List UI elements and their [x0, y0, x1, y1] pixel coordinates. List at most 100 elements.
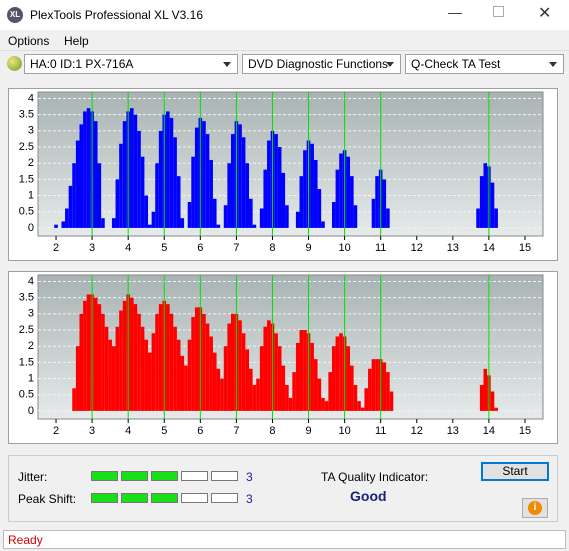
y-tick-label: 3 [28, 308, 34, 320]
bar [252, 224, 257, 228]
bar [133, 304, 138, 411]
bar [371, 198, 376, 228]
y-tick-label: 1 [28, 189, 34, 201]
bar [137, 313, 141, 411]
y-tick-label: 2 [28, 340, 34, 352]
x-tick-label: 4 [125, 425, 131, 437]
start-button[interactable]: Start [481, 462, 549, 481]
meter-segment [181, 493, 208, 503]
bar [144, 195, 149, 228]
bar [267, 140, 271, 228]
bar [169, 313, 174, 411]
peak-shift-label: Peak Shift: [18, 492, 77, 506]
bar [328, 372, 332, 411]
bar [205, 134, 210, 228]
bar [220, 378, 224, 411]
meter-segment [91, 471, 118, 481]
y-tick-label: 1.5 [19, 173, 34, 185]
bar [339, 333, 343, 411]
x-tick-label: 14 [483, 242, 495, 254]
quality-label: TA Quality Indicator: [321, 470, 429, 484]
window-title: PlexTools Professional XL V3.16 [30, 8, 203, 22]
bar [494, 407, 498, 411]
bar [299, 176, 304, 228]
status-text: Ready [8, 533, 43, 547]
meter-segment [181, 471, 208, 481]
bar [137, 130, 141, 228]
bar [176, 339, 181, 411]
bar [115, 179, 120, 228]
bar [223, 346, 228, 411]
bar [331, 346, 336, 411]
bar [180, 355, 185, 411]
x-tick-label: 2 [53, 425, 59, 437]
bar [317, 189, 322, 228]
bar [144, 339, 149, 411]
bar [346, 346, 351, 411]
bar [212, 198, 217, 228]
bar [209, 336, 213, 411]
jitter-label: Jitter: [18, 470, 48, 484]
x-tick-label: 12 [411, 242, 423, 254]
bar [202, 121, 206, 228]
bar [216, 224, 221, 228]
bar [360, 407, 365, 411]
bar [111, 218, 116, 228]
x-tick-label: 6 [197, 242, 203, 254]
bar [166, 111, 170, 228]
bar [241, 137, 246, 228]
bar [353, 205, 358, 228]
bar [93, 121, 98, 228]
x-tick-label: 10 [338, 425, 350, 437]
y-tick-label: 3.5 [19, 292, 34, 304]
test-select[interactable]: Q-Check TA Test [405, 54, 564, 74]
bar [331, 202, 336, 228]
bar [490, 391, 495, 411]
bar [479, 176, 484, 228]
bar [386, 372, 390, 411]
peak-shift-chart: 0 0.5 1 1.5 2 2.5 3 3.5 4 2 3 4 5 6 7 8 9 10 11 12 13 14 15 [19, 274, 544, 437]
meter-segment [211, 471, 238, 481]
x-tick-label: 9 [305, 425, 311, 437]
bar [313, 359, 318, 411]
x-tick-label: 10 [338, 242, 350, 254]
bar [281, 365, 286, 411]
bar [285, 385, 289, 411]
close[interactable]: ✕ [538, 5, 552, 22]
info-button[interactable]: i [522, 498, 548, 518]
bar [324, 401, 329, 411]
x-tick-label: 4 [125, 242, 131, 254]
x-tick-label: 13 [447, 242, 459, 254]
x-tick-label: 11 [375, 242, 386, 254]
bar [61, 221, 66, 228]
bar [194, 127, 199, 228]
drive-select[interactable]: HA:0 ID:1 PX-716A [24, 54, 238, 74]
y-tick-label: 2 [28, 157, 34, 169]
status-bar: Ready [3, 530, 566, 549]
bar [119, 143, 123, 228]
y-tick-label: 4 [28, 275, 34, 287]
bar [75, 346, 80, 411]
y-tick-label: 3 [28, 125, 34, 137]
bar [382, 179, 387, 228]
bar [479, 385, 484, 411]
x-tick-label: 9 [305, 242, 311, 254]
bar [151, 211, 156, 228]
menu-item[interactable]: Options [8, 34, 50, 48]
bar [285, 205, 289, 228]
bar [368, 368, 372, 411]
bar [72, 388, 76, 411]
bar [277, 346, 282, 411]
x-tick-label: 5 [161, 242, 167, 254]
minimize[interactable]: — [448, 4, 462, 20]
bar [386, 208, 390, 228]
bar [180, 218, 185, 228]
maximize[interactable] [493, 6, 504, 17]
bar [158, 130, 163, 228]
function-select[interactable]: DVD Diagnostic Functions [242, 54, 401, 74]
bar [303, 150, 307, 228]
x-tick-label: 15 [519, 425, 531, 437]
info-icon: i [528, 501, 542, 515]
x-tick-label: 11 [375, 425, 386, 437]
menu-item[interactable]: Help [64, 34, 89, 48]
